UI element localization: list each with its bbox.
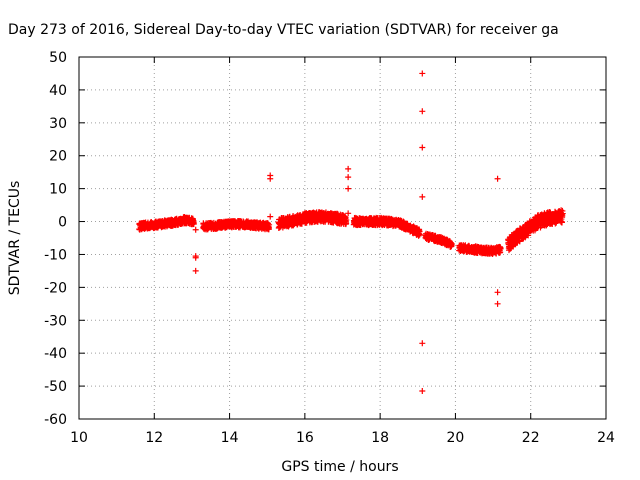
y-tick-label: -10 [44, 247, 67, 263]
band-point [416, 231, 423, 238]
grid [79, 57, 606, 419]
y-tick-label: -60 [44, 412, 67, 428]
band-point [448, 240, 455, 247]
outlier-point [192, 226, 199, 233]
outlier-point [494, 300, 501, 307]
band-point [343, 216, 350, 223]
outlier-point [345, 185, 352, 192]
band-point [558, 207, 565, 214]
y-tick-label: 50 [49, 50, 67, 66]
outlier-point [267, 213, 274, 220]
x-tick-label: 10 [70, 430, 88, 446]
outlier-point [345, 210, 352, 217]
outlier-point [419, 193, 426, 200]
band-point [190, 221, 197, 228]
outlier-point [345, 174, 352, 181]
y-tick-label: 0 [58, 215, 67, 231]
outlier-point [419, 388, 426, 395]
y-tick-label: 20 [49, 149, 67, 165]
y-axis-ticks: -60 -50 -40 -30 -20 -10 0 10 20 30 40 50 [44, 50, 606, 428]
x-tick-label: 18 [371, 430, 389, 446]
outlier-point [494, 175, 501, 182]
y-tick-label: 30 [49, 116, 67, 132]
outlier-point [494, 289, 501, 296]
outlier-point [192, 267, 199, 274]
outlier-point [419, 340, 426, 347]
y-tick-label: -40 [44, 346, 67, 362]
band-point [266, 221, 273, 228]
x-tick-label: 20 [447, 430, 465, 446]
x-tick-label: 22 [522, 430, 540, 446]
plot-frame [78, 56, 607, 420]
x-tick-label: 24 [597, 430, 615, 446]
y-tick-label: -30 [44, 313, 67, 329]
y-tick-label: -50 [44, 379, 67, 395]
outlier-point [192, 254, 199, 261]
outlier-point [345, 165, 352, 172]
chart-title: Day 273 of 2016, Sidereal Day-to-day VTE… [8, 22, 559, 38]
x-axis-label: GPS time / hours [281, 459, 398, 475]
y-tick-label: 10 [49, 182, 67, 198]
y-tick-label: -20 [44, 280, 67, 296]
band-point [497, 245, 504, 252]
outlier-point [419, 144, 426, 151]
outlier-point [267, 172, 274, 179]
band-point [558, 219, 565, 226]
x-axis-ticks: 10 12 14 16 18 20 22 24 [70, 57, 615, 446]
outlier-point [419, 70, 426, 77]
x-tick-label: 16 [296, 430, 314, 446]
outlier-point [419, 108, 426, 115]
data-points [136, 70, 566, 395]
y-axis-label: SDTVAR / TECUs [7, 181, 23, 296]
x-tick-label: 14 [221, 430, 239, 446]
y-tick-label: 40 [49, 83, 67, 99]
x-tick-label: 12 [145, 430, 163, 446]
band-point [559, 210, 566, 217]
